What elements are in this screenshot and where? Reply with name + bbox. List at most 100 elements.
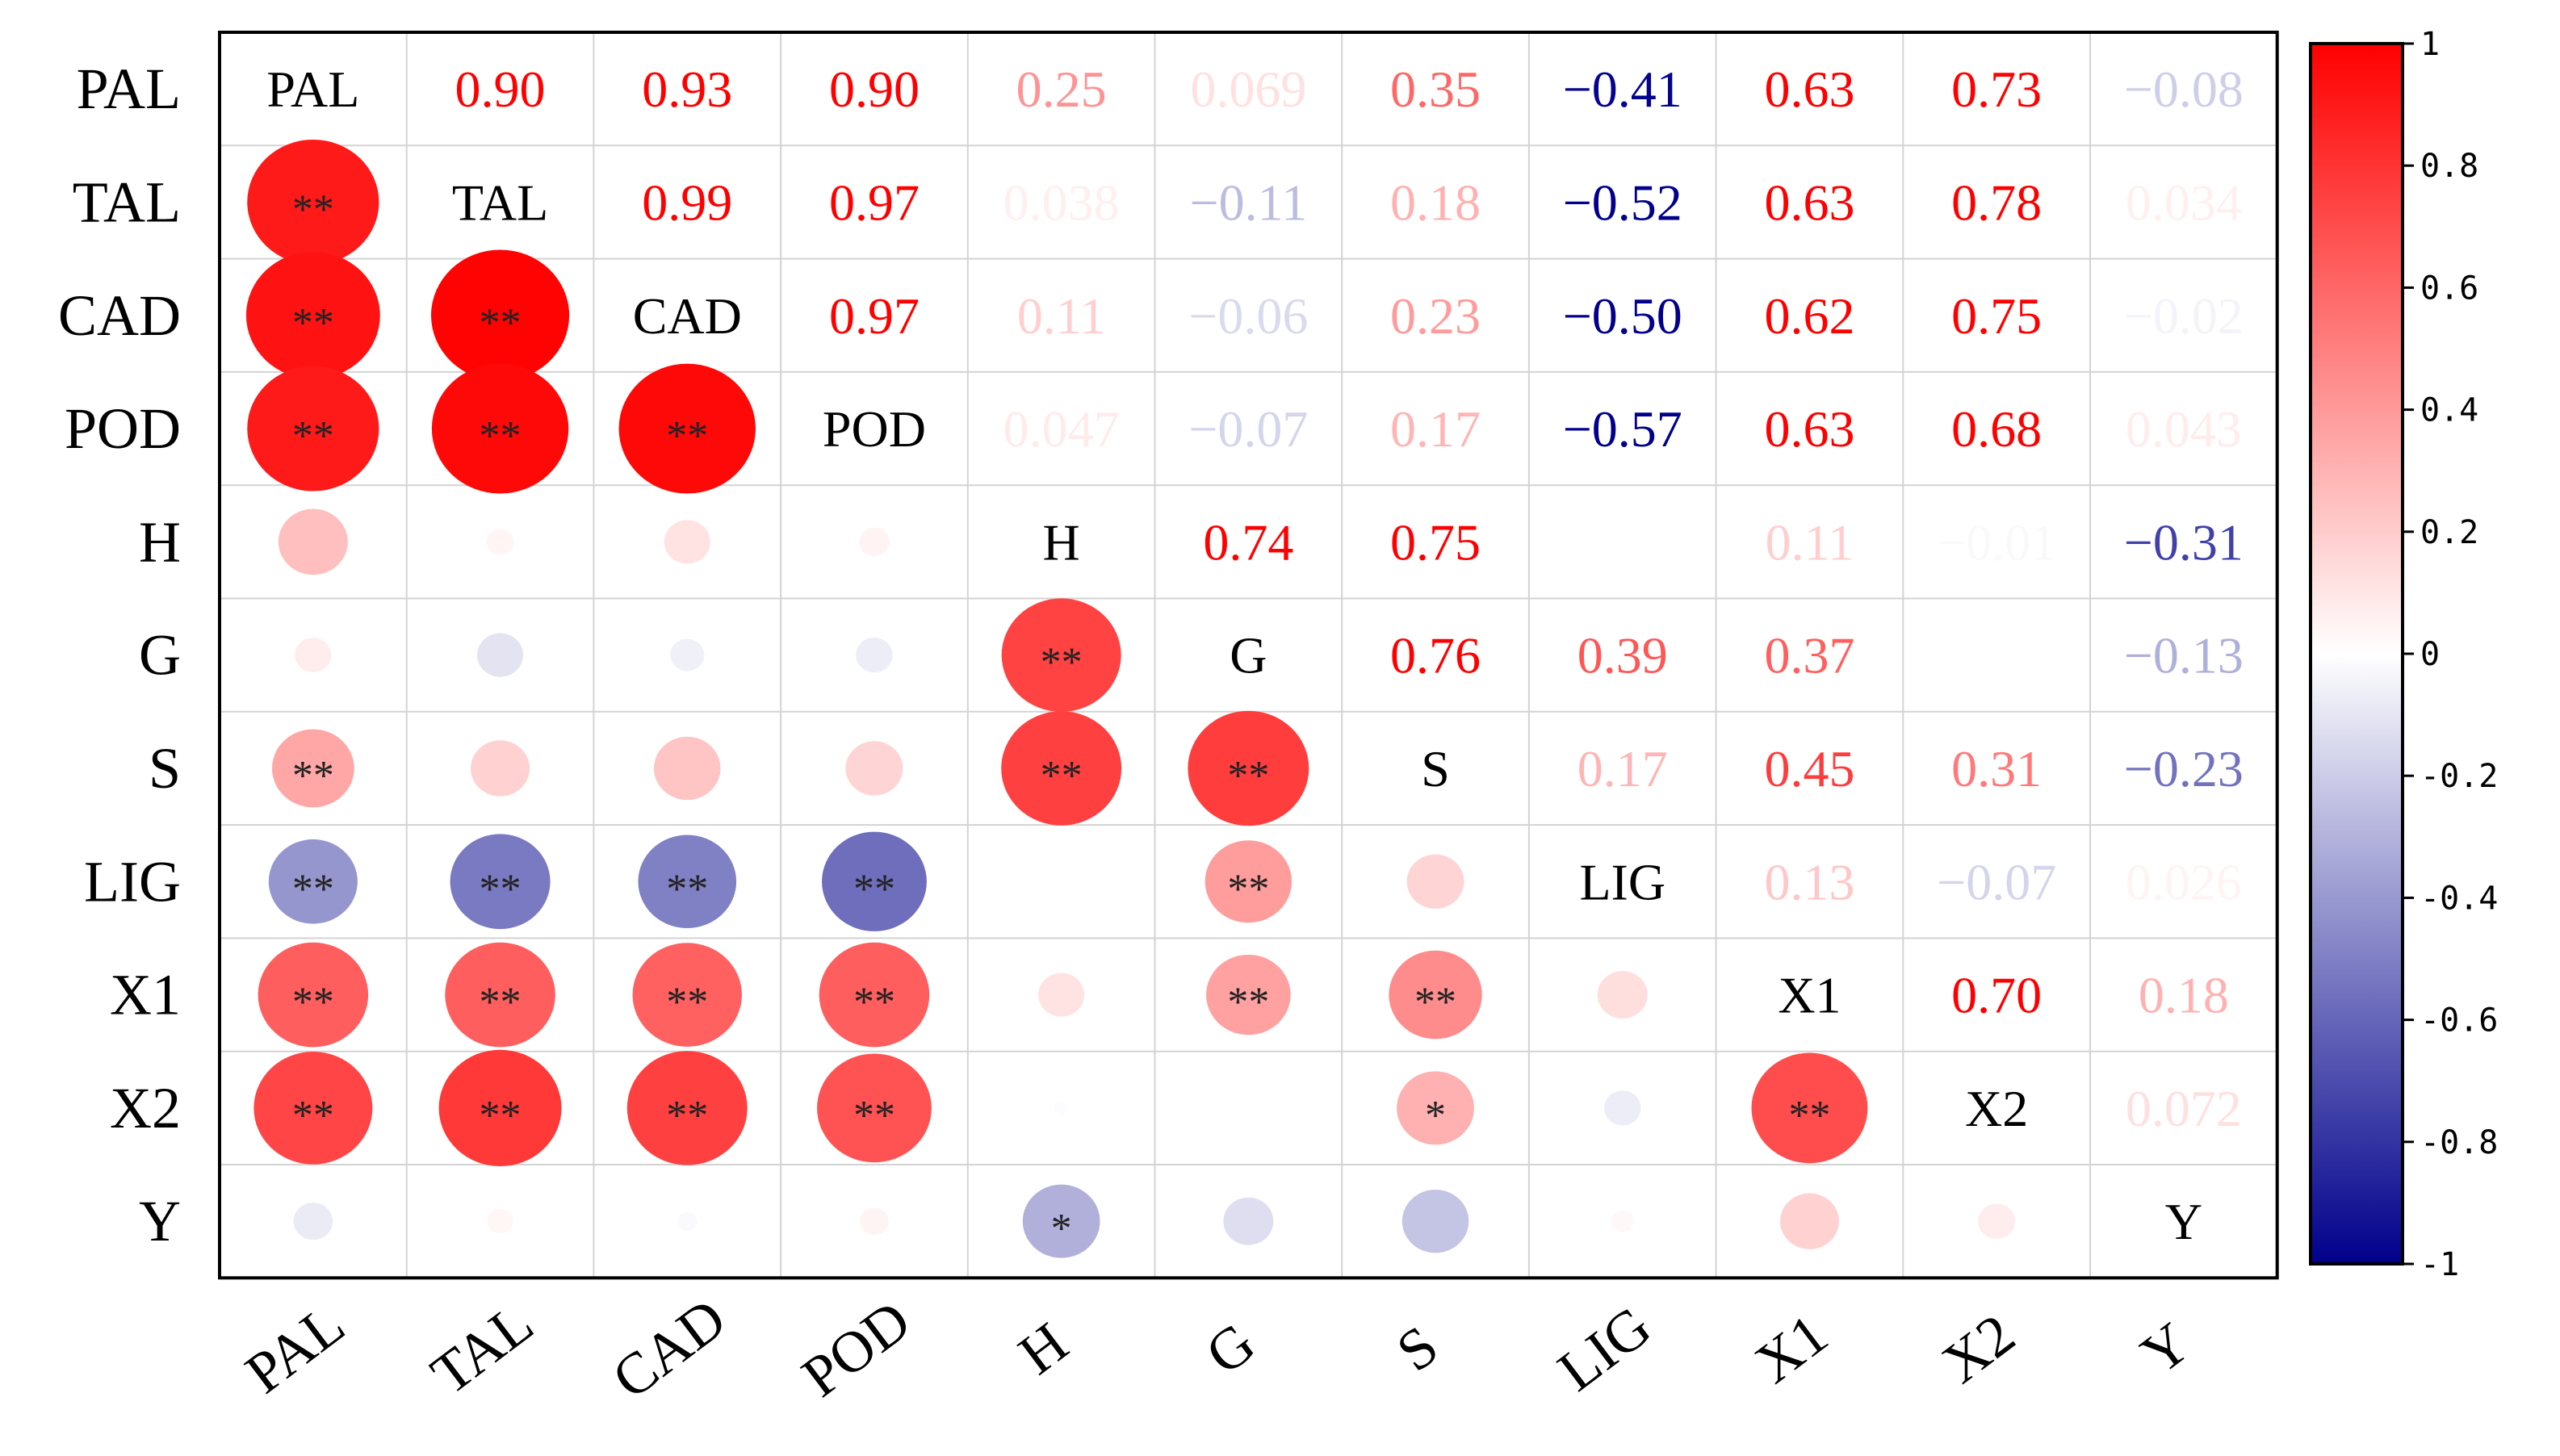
- significance-stars: **: [480, 1093, 522, 1139]
- diagonal-label: X2: [1965, 1080, 2028, 1137]
- significance-stars: **: [1041, 753, 1083, 799]
- correlation-value: −0.50: [1563, 287, 1682, 345]
- row-label: POD: [65, 396, 181, 461]
- significance-stars: **: [292, 1093, 334, 1139]
- correlation-circle: [1597, 971, 1648, 1019]
- colorbar-tick-label: -1: [2420, 1246, 2459, 1283]
- correlation-value: −0.07: [1188, 400, 1308, 458]
- significance-stars: **: [853, 866, 895, 912]
- correlation-value: 0.35: [1390, 61, 1481, 118]
- correlation-circle: [845, 741, 903, 796]
- column-label: POD: [790, 1288, 922, 1410]
- colorbar-tick-label: 0.2: [2420, 514, 2478, 551]
- correlation-circle: [670, 638, 705, 672]
- correlation-circle: [654, 736, 721, 801]
- colorbar: 1 0.8 0.6 0.4 0.2 0 -0.2 -0.4 -0.6 -0.8 -1: [2309, 26, 2498, 1283]
- correlation-circle: [1022, 1184, 1100, 1258]
- correlation-circle: [430, 249, 570, 382]
- significance-stars: **: [666, 980, 708, 1026]
- correlation-circle: [822, 831, 927, 931]
- correlation-circle: [471, 740, 530, 797]
- correlation-circle: [677, 1211, 698, 1231]
- correlation-circle: [253, 1052, 373, 1165]
- correlation-value: 0.90: [829, 61, 920, 118]
- correlation-value: 0.70: [1951, 967, 2042, 1024]
- significance-stars: **: [292, 413, 334, 459]
- correlation-value: 0.63: [1764, 174, 1854, 231]
- correlation-value: 0.39: [1577, 627, 1668, 684]
- correlation-value: 0.072: [2126, 1080, 2242, 1137]
- correlation-circle: [293, 1203, 333, 1241]
- correlation-circle: [445, 942, 555, 1048]
- correlation-circle: [1001, 598, 1121, 712]
- significance-stars: **: [853, 1093, 895, 1139]
- significance-stars: **: [666, 413, 708, 459]
- significance-stars: **: [1041, 640, 1083, 686]
- colorbar-tick-label: 1: [2420, 26, 2440, 63]
- correlation-value: 0.63: [1764, 400, 1854, 458]
- correlation-circle: [295, 638, 332, 673]
- significance-stars: **: [666, 1093, 708, 1139]
- correlation-value: 0.18: [2139, 967, 2229, 1024]
- correlation-value: 0.45: [1764, 740, 1854, 797]
- correlation-circle: [664, 520, 710, 564]
- correlation-circle: [817, 1053, 932, 1163]
- column-label: LIG: [1546, 1294, 1662, 1404]
- column-label: Y: [2130, 1310, 2202, 1387]
- significance-stars: *: [1425, 1093, 1446, 1139]
- correlation-value: 0.68: [1951, 400, 2042, 458]
- correlation-circle: [626, 1051, 748, 1165]
- correlation-value: −0.01: [1937, 513, 2056, 571]
- colorbar-tick-label: 0: [2420, 636, 2440, 673]
- correlation-value: 0.75: [1390, 513, 1481, 571]
- correlation-value: 0.99: [642, 174, 732, 231]
- column-label: X1: [1744, 1301, 1839, 1395]
- significance-stars: **: [292, 186, 334, 232]
- correlation-circle: [1402, 1189, 1469, 1253]
- significance-stars: **: [1227, 866, 1269, 912]
- significance-stars: **: [292, 866, 334, 912]
- colorbar-tick-label: -0.8: [2420, 1124, 2498, 1161]
- correlation-value: 0.97: [829, 287, 920, 345]
- correlation-value: 0.17: [1390, 400, 1481, 458]
- correlation-circle: [486, 529, 514, 555]
- correlation-circle: [1389, 950, 1482, 1040]
- significance-stars: **: [480, 866, 522, 912]
- correlation-value: 0.18: [1390, 174, 1481, 231]
- correlation-value: −0.31: [2124, 513, 2244, 571]
- correlation-circle: [1054, 1101, 1069, 1115]
- diagonal-label: TAL: [452, 174, 548, 231]
- correlation-value: −0.08: [2124, 61, 2244, 118]
- significance-stars: **: [292, 300, 334, 346]
- correlation-value: 0.62: [1764, 287, 1854, 345]
- matrix-frame: [218, 31, 2279, 1280]
- correlation-circle: [245, 251, 380, 379]
- correlation-value: 0.11: [1766, 513, 1854, 571]
- column-label: TAL: [419, 1291, 544, 1408]
- row-label: S: [149, 736, 181, 801]
- correlation-circle: [632, 943, 742, 1047]
- correlation-value: 0.74: [1203, 513, 1293, 571]
- matrix-cells: PAL 0.90 0.93 0.90 0.25 0.069 0.35 −0.41 0.63 0.7…: [245, 61, 2244, 1258]
- correlation-value: 0.93: [642, 61, 732, 118]
- diagonal-label: G: [1230, 627, 1267, 684]
- correlation-circle: [278, 508, 348, 575]
- significance-stars: **: [480, 980, 522, 1026]
- correlation-circle: [1206, 954, 1291, 1036]
- diagonal-label: S: [1421, 740, 1450, 797]
- correlation-value: 0.90: [455, 61, 546, 118]
- correlation-value: 0.13: [1764, 853, 1854, 910]
- correlation-value: 0.043: [2126, 400, 2242, 458]
- significance-stars: **: [1227, 980, 1269, 1026]
- column-label: H: [1007, 1310, 1079, 1387]
- correlation-value: −0.23: [2124, 740, 2244, 797]
- correlation-circle: [1038, 973, 1085, 1017]
- correlation-value: −0.02: [2124, 287, 2244, 345]
- correlation-value: −0.13: [2124, 627, 2244, 684]
- column-label: PAL: [234, 1291, 357, 1406]
- correlation-value: 0.038: [1003, 174, 1120, 231]
- colorbar-tick-label: -0.4: [2420, 880, 2498, 917]
- correlation-value: 0.76: [1390, 627, 1481, 684]
- colorbar-ticks: 1 0.8 0.6 0.4 0.2 0 -0.2 -0.4 -0.6 -0.8 -1: [2403, 26, 2498, 1283]
